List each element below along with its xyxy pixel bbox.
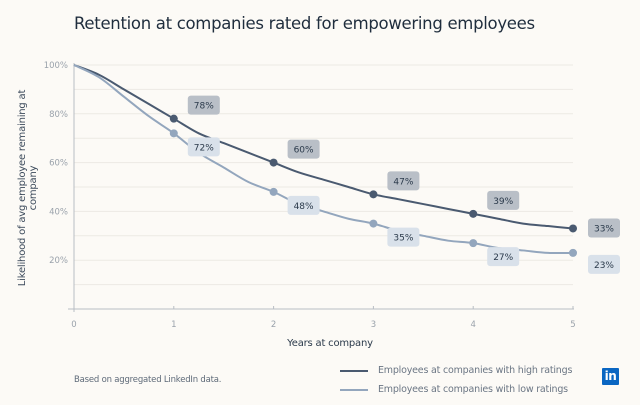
data-label-bg xyxy=(187,137,220,157)
data-label-bg xyxy=(487,247,520,267)
data-point xyxy=(569,224,577,233)
data-point xyxy=(369,190,378,199)
data-point xyxy=(169,129,178,138)
data-label: 48% xyxy=(294,202,314,212)
data-point xyxy=(169,114,178,123)
y-tick-label: 40% xyxy=(49,207,68,217)
legend-label-high: Employees at companies with high ratings xyxy=(378,365,573,376)
series-markers xyxy=(169,114,577,257)
chart-title: Retention at companies rated for empower… xyxy=(74,14,535,33)
footnote: Based on aggregated LinkedIn data. xyxy=(74,375,222,385)
y-tick-label: 60% xyxy=(49,159,68,169)
data-point xyxy=(269,187,278,196)
data-point xyxy=(269,158,278,167)
x-tick-label: 1 xyxy=(171,320,176,330)
legend: Employees at companies with high ratings… xyxy=(340,361,572,399)
data-label-bg xyxy=(588,254,620,274)
data-label: 47% xyxy=(393,177,413,187)
linkedin-logo-icon: in xyxy=(602,368,619,385)
data-label-bg xyxy=(187,95,220,115)
data-label-bg xyxy=(287,195,320,215)
data-point xyxy=(469,209,478,218)
data-label: 23% xyxy=(594,261,614,271)
data-point xyxy=(369,219,378,228)
legend-item-high: Employees at companies with high ratings xyxy=(340,361,572,380)
data-label-bg xyxy=(287,139,320,159)
data-point xyxy=(469,239,478,248)
data-label: 60% xyxy=(294,146,314,156)
y-tick-label: 100% xyxy=(44,61,68,71)
x-tick-label: 5 xyxy=(570,320,575,330)
data-label: 78% xyxy=(194,102,214,112)
legend-swatch-high xyxy=(340,369,368,372)
tick-labels: 0 1 2 3 4 5 20% 40% 60% 80% 100% xyxy=(44,61,576,330)
data-label: 33% xyxy=(594,224,614,234)
data-point xyxy=(569,248,577,257)
x-axis-label: Years at company xyxy=(287,338,373,349)
series-line-high xyxy=(73,64,574,230)
x-tick-label: 4 xyxy=(470,320,475,330)
data-label-bg xyxy=(387,171,420,191)
data-label: 39% xyxy=(493,197,513,207)
legend-swatch-low xyxy=(340,388,368,391)
data-label-bg xyxy=(487,190,520,210)
data-label: 27% xyxy=(493,253,513,263)
x-tick-label: 3 xyxy=(371,320,376,330)
data-label-bg xyxy=(387,227,420,247)
axes xyxy=(68,63,574,312)
y-tick-label: 80% xyxy=(49,110,68,120)
x-tick-label: 0 xyxy=(71,320,76,330)
x-tick-label: 2 xyxy=(271,320,276,330)
y-tick-label: 20% xyxy=(49,256,68,266)
data-label: 72% xyxy=(194,143,214,153)
data-label-bg xyxy=(588,218,620,238)
series-line-low xyxy=(73,64,574,255)
legend-item-low: Employees at companies with low ratings xyxy=(340,380,572,399)
data-label: 35% xyxy=(393,234,413,244)
series-lines xyxy=(73,64,574,255)
legend-label-low: Employees at companies with low ratings xyxy=(378,384,568,395)
data-labels: 78% 60% 47% 39% 33% 72% 48% 35% 27% 23% xyxy=(187,95,620,274)
